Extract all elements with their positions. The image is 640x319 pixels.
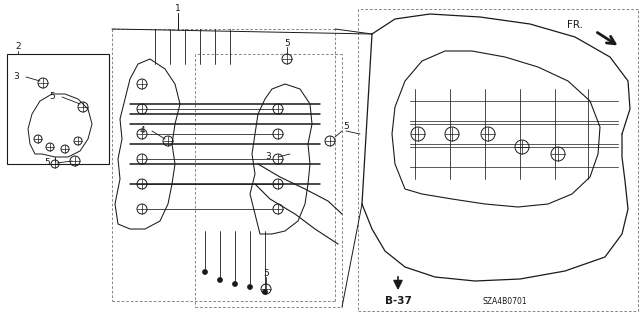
Circle shape [262, 290, 268, 294]
Circle shape [218, 278, 223, 283]
Text: 1: 1 [175, 4, 181, 13]
Text: 2: 2 [15, 42, 21, 51]
Circle shape [248, 285, 253, 290]
Circle shape [232, 281, 237, 286]
Text: 3: 3 [265, 152, 271, 161]
Text: FR.: FR. [567, 20, 583, 30]
Text: 5: 5 [44, 159, 50, 167]
Text: B-37: B-37 [385, 296, 412, 306]
Circle shape [202, 270, 207, 275]
Text: SZA4B0701: SZA4B0701 [483, 296, 527, 306]
Text: 5: 5 [49, 93, 55, 101]
Text: 5: 5 [343, 122, 349, 131]
Text: 5: 5 [284, 39, 290, 48]
Text: 3: 3 [13, 72, 19, 81]
Bar [7, 54, 109, 164]
Text: 4: 4 [139, 127, 145, 136]
Text: 5: 5 [263, 269, 269, 278]
